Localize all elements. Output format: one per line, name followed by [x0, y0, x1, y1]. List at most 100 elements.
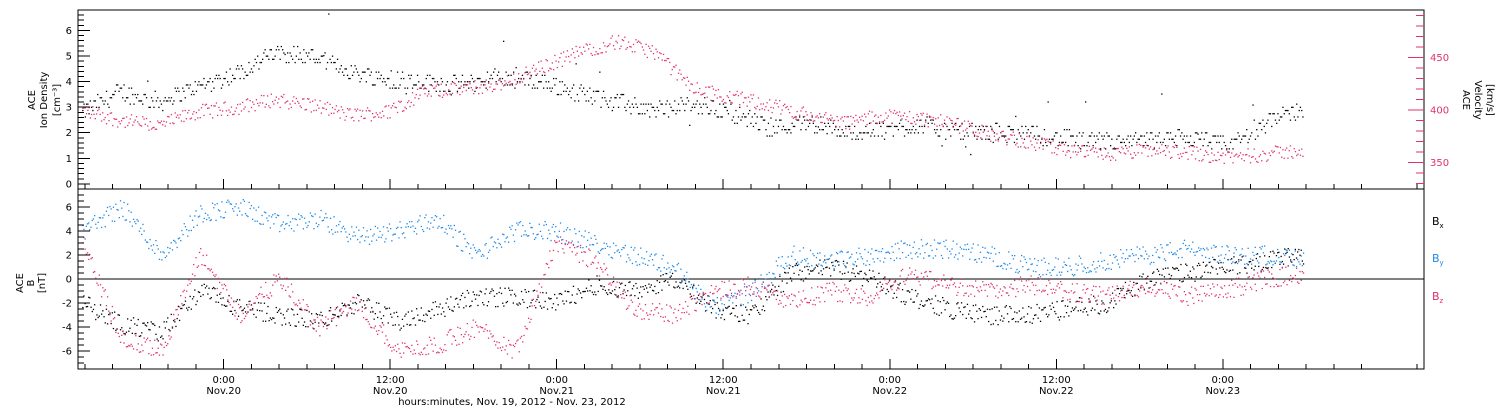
velocity-point: [237, 103, 239, 106]
density-point: [930, 119, 932, 121]
bz-point: [300, 307, 302, 309]
by-point: [657, 267, 660, 269]
velocity-point: [1244, 154, 1247, 156]
velocity-point: [907, 120, 909, 123]
by-point: [1094, 268, 1096, 270]
by-point: [368, 243, 371, 245]
bz-point: [946, 284, 948, 287]
by-point: [608, 254, 610, 256]
velocity-point: [264, 106, 266, 108]
bx-point: [557, 304, 559, 306]
density-point: [415, 84, 417, 86]
velocity-point: [328, 114, 330, 116]
density-point: [620, 93, 622, 96]
bx-point: [786, 282, 788, 284]
bx-point: [900, 301, 902, 303]
density-point: [1252, 104, 1254, 106]
bx-point: [378, 302, 380, 304]
bx-point: [259, 310, 261, 312]
velocity-point: [429, 84, 431, 86]
bx-point: [112, 327, 115, 330]
by-point: [801, 259, 803, 262]
density-point: [722, 103, 725, 105]
velocity-point: [464, 83, 466, 86]
bz-point: [124, 334, 126, 336]
density-point: [1088, 135, 1090, 137]
by-point: [910, 252, 912, 254]
density-point: [746, 125, 748, 128]
velocity-point: [1191, 154, 1193, 156]
velocity-point: [933, 123, 936, 125]
bz-point: [773, 290, 775, 292]
velocity-point: [529, 71, 531, 73]
density-point: [617, 106, 620, 108]
density-point: [132, 93, 134, 96]
velocity-point: [223, 102, 225, 104]
by-point: [551, 226, 553, 228]
bx-point: [169, 330, 171, 332]
by-point: [365, 236, 367, 238]
velocity-point: [359, 109, 361, 111]
density-point: [791, 122, 793, 124]
density-point: [365, 81, 367, 83]
velocity-point: [1192, 150, 1194, 152]
density-point: [995, 122, 997, 124]
bx-point: [697, 294, 700, 296]
density-point: [1236, 138, 1238, 140]
bx-point: [828, 267, 831, 269]
bz-point: [1103, 303, 1105, 305]
density-point: [801, 122, 803, 124]
velocity-point: [627, 41, 630, 43]
density-point: [850, 132, 852, 134]
by-point: [825, 262, 827, 264]
by-point: [779, 273, 781, 276]
by-point: [515, 229, 517, 231]
velocity-point: [707, 86, 710, 88]
bz-point: [371, 327, 373, 329]
velocity-point: [786, 106, 788, 108]
velocity-point: [321, 107, 324, 109]
velocity-point: [1026, 135, 1028, 138]
bx-point: [1029, 321, 1031, 323]
density-point: [1193, 141, 1195, 144]
bz-point: [962, 285, 964, 287]
by-point: [674, 270, 676, 272]
bz-point: [224, 285, 227, 287]
by-point: [953, 256, 956, 258]
bx-point: [1114, 300, 1116, 302]
bz-point: [178, 306, 181, 308]
bx-point: [198, 291, 201, 294]
bx-point: [700, 300, 702, 302]
bz-point: [1175, 294, 1177, 296]
bz-point: [1222, 296, 1224, 298]
bz-point: [1186, 300, 1188, 303]
bx-point: [148, 328, 150, 331]
by-point: [728, 299, 730, 302]
velocity-point: [373, 116, 375, 119]
velocity-ylabel-line2: Velocity: [1472, 80, 1483, 119]
bx-point: [808, 273, 810, 275]
by-point: [1108, 267, 1110, 270]
by-point: [403, 232, 405, 234]
density-point: [890, 125, 892, 128]
by-point: [543, 224, 545, 226]
bx-point: [187, 309, 189, 311]
bz-point: [1071, 283, 1074, 285]
bx-point: [1130, 290, 1132, 292]
bx-point: [175, 325, 177, 328]
bx-point: [306, 309, 308, 312]
bx-point: [723, 318, 726, 321]
density-point: [456, 90, 459, 92]
by-point: [831, 254, 833, 256]
velocity-point: [883, 119, 886, 121]
bx-point: [1196, 265, 1199, 267]
by-point: [249, 207, 251, 210]
by-point: [556, 235, 558, 237]
bx-point: [1195, 276, 1197, 278]
density-point: [486, 71, 489, 73]
by-point: [555, 226, 557, 228]
by-point: [430, 222, 432, 224]
velocity-point: [682, 77, 685, 79]
velocity-point: [1027, 147, 1029, 149]
density-point: [1035, 138, 1037, 140]
